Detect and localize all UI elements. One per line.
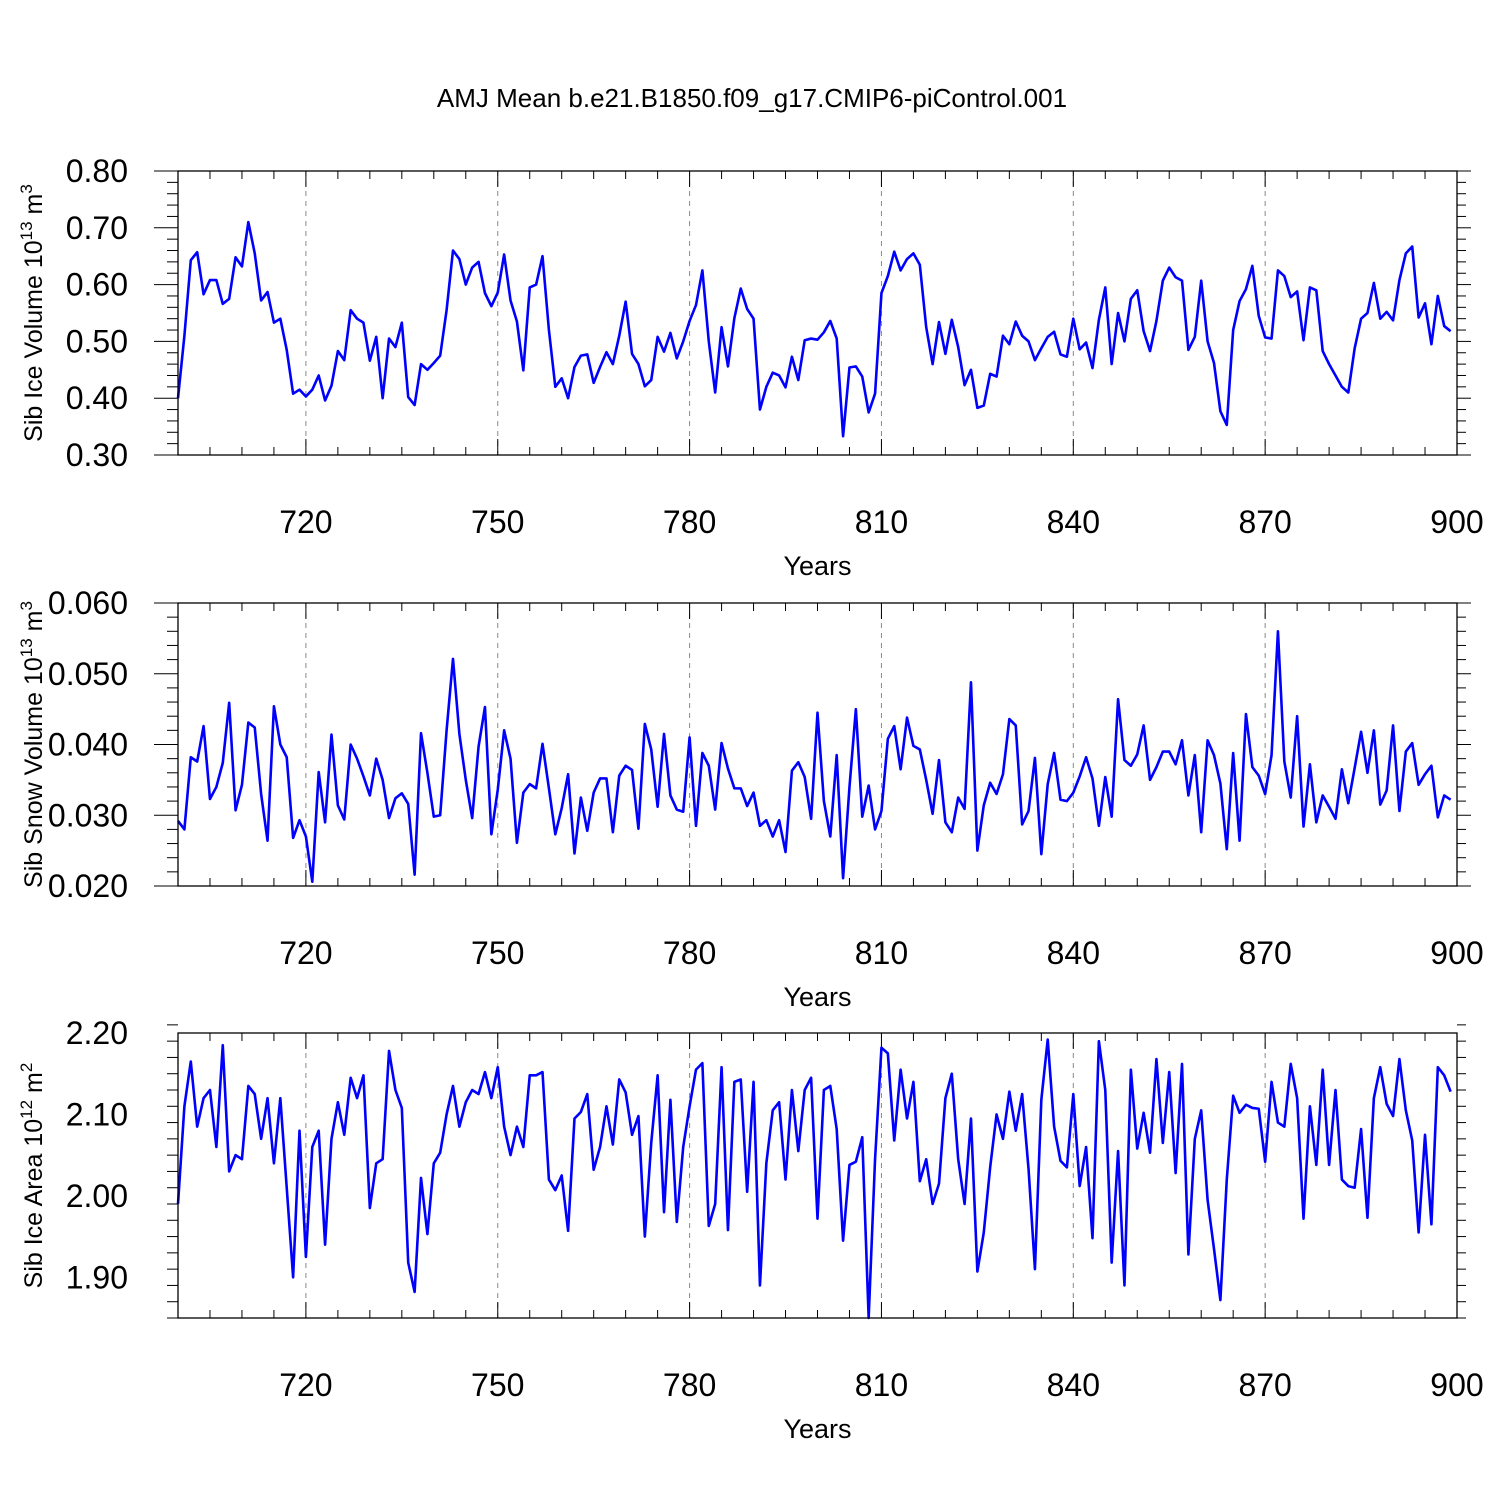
plot-frame: [177, 602, 1458, 887]
y-title-unit: m: [20, 194, 48, 222]
x-tick-label: 810: [855, 935, 908, 971]
y-title-text: Sib Ice Area 10: [20, 1119, 48, 1289]
x-tick-label: 840: [1047, 935, 1100, 971]
y-axis-title: Sib Snow Volume 1013 m3: [17, 601, 48, 888]
y-tick-label: 2.00: [66, 1178, 128, 1214]
y-tick-label: 0.50: [66, 323, 128, 359]
panel-snow-volume: 0.020 0.030 0.040 0.050 0.060 720 750 780 810 840…: [17, 585, 1484, 1012]
y-tick-label: 0.020: [48, 868, 128, 904]
series-line: [176, 1038, 1452, 1320]
x-tick-label: 900: [1430, 1367, 1483, 1403]
y-title-unit-exponent: 3: [17, 601, 36, 610]
x-tick-label: 810: [855, 504, 908, 540]
y-title-unit: m: [20, 1072, 48, 1100]
x-tick-label: 780: [663, 504, 716, 540]
panel-ice-area: 1.90 2.00 2.10 2.20 720 750 780 810 840 870 900 Yea…: [17, 1015, 1484, 1444]
y-title-text: Sib Ice Volume 10: [20, 240, 48, 442]
x-axis-title: Years: [783, 551, 851, 581]
y-tick-label: 0.040: [48, 727, 128, 763]
x-tick-label: 900: [1430, 504, 1483, 540]
x-tick-label: 870: [1238, 1367, 1291, 1403]
y-axis-title: Sib Ice Volume 1013 m3: [17, 184, 48, 442]
y-tick-label: 0.060: [48, 585, 128, 621]
y-title-unit-exponent: 3: [17, 184, 36, 193]
plot-frame: [177, 1032, 1458, 1319]
y-tick-label: 2.20: [66, 1015, 128, 1051]
x-tick-label: 870: [1238, 935, 1291, 971]
x-tick-label: 870: [1238, 504, 1291, 540]
x-tick-label: 840: [1047, 504, 1100, 540]
series-line: [176, 220, 1452, 438]
y-tick-label: 1.90: [66, 1259, 128, 1295]
x-tick-label: 720: [279, 935, 332, 971]
y-tick-label: 0.30: [66, 437, 128, 473]
x-tick-label: 750: [471, 504, 524, 540]
y-title-exponent: 12: [17, 1100, 36, 1119]
y-tick-label: 0.70: [66, 210, 128, 246]
y-title-unit: m: [20, 611, 48, 639]
y-tick-label: 0.030: [48, 797, 128, 833]
y-title-exponent: 13: [17, 638, 36, 657]
x-tick-label: 750: [471, 935, 524, 971]
x-tick-label: 840: [1047, 1367, 1100, 1403]
x-tick-label: 780: [663, 935, 716, 971]
y-tick-label: 0.050: [48, 656, 128, 692]
figure-title: AMJ Mean b.e21.B1850.f09_g17.CMIP6-piCon…: [437, 83, 1067, 113]
series-line: [176, 629, 1452, 884]
x-axis-title: Years: [783, 1414, 851, 1444]
x-tick-label: 750: [471, 1367, 524, 1403]
x-tick-label: 810: [855, 1367, 908, 1403]
panel-ice-volume: 0.30 0.40 0.50 0.60 0.70 0.80 720 750 780 810 840 8…: [17, 153, 1484, 581]
y-title-exponent: 13: [17, 221, 36, 240]
y-tick-label: 2.10: [66, 1096, 128, 1132]
y-title-unit-exponent: 2: [17, 1063, 36, 1072]
plot-frame: [177, 170, 1458, 456]
x-axis-title: Years: [783, 982, 851, 1012]
y-tick-label: 0.60: [66, 267, 128, 303]
y-axis-title: Sib Ice Area 1012 m2: [17, 1063, 48, 1289]
y-title-text: Sib Snow Volume 10: [20, 657, 48, 888]
y-tick-label: 0.80: [66, 153, 128, 189]
x-tick-label: 780: [663, 1367, 716, 1403]
x-tick-label: 720: [279, 1367, 332, 1403]
x-tick-label: 720: [279, 504, 332, 540]
y-tick-label: 0.40: [66, 380, 128, 416]
x-tick-label: 900: [1430, 935, 1483, 971]
